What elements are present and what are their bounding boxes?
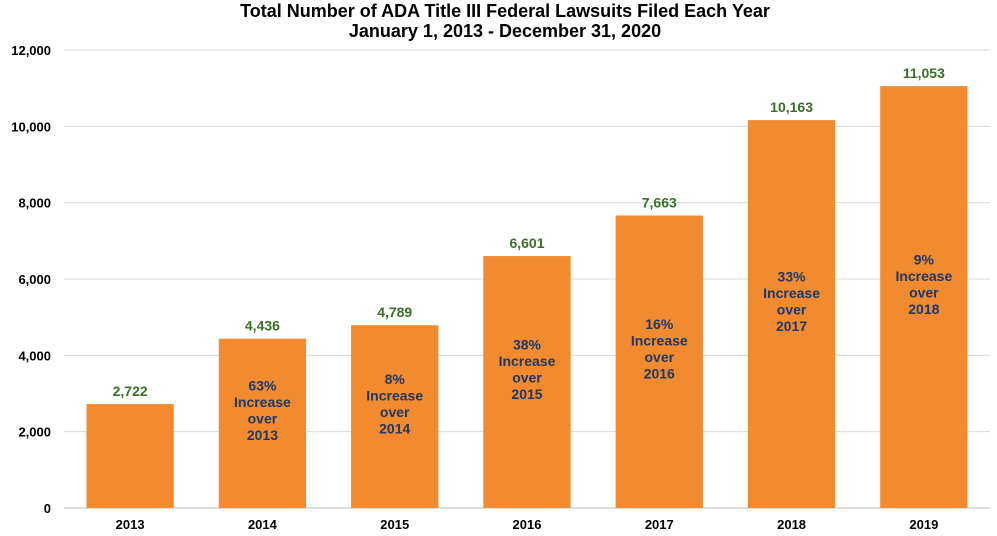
value-label-2019: 11,053 — [903, 65, 945, 81]
x-tick-label-2016: 2016 — [513, 517, 542, 532]
value-label-2016: 6,601 — [509, 235, 544, 251]
annotation-line: 16% — [645, 316, 674, 332]
x-tick-label-2018: 2018 — [777, 517, 806, 532]
annotation-line: over — [380, 404, 410, 420]
y-tick-label: 6,000 — [18, 272, 51, 287]
y-tick-label: 12,000 — [11, 43, 51, 58]
annotation-2018: 33% Increase over 2017 — [763, 268, 820, 334]
annotation-line: over — [777, 301, 807, 317]
bar-2016 — [483, 256, 571, 508]
annotation-2016: 38% Increase over 2015 — [499, 336, 556, 402]
y-tick-label: 0 — [44, 501, 51, 516]
annotation-2019: 9% Increase over 2018 — [895, 251, 952, 317]
chart-title: Total Number of ADA Title III Federal La… — [240, 1, 770, 21]
annotation-line: over — [909, 284, 939, 300]
annotation-line: 2017 — [776, 318, 807, 334]
y-tick-label: 2,000 — [18, 425, 51, 440]
annotation-line: Increase — [366, 387, 423, 403]
x-tick-label-2013: 2013 — [116, 517, 145, 532]
value-label-2014: 4,436 — [245, 318, 280, 334]
annotation-line: Increase — [895, 268, 952, 284]
annotation-line: Increase — [499, 353, 556, 369]
annotation-2015: 8% Increase over 2014 — [366, 371, 423, 437]
x-tick-label-2017: 2017 — [645, 517, 674, 532]
annotation-line: 38% — [513, 336, 542, 352]
annotation-line: 63% — [248, 378, 277, 394]
annotation-line: 33% — [778, 268, 807, 284]
annotation-line: 8% — [385, 371, 406, 387]
y-tick-label: 8,000 — [18, 196, 51, 211]
annotation-2014: 63% Increase over 2013 — [234, 378, 291, 444]
annotation-line: over — [644, 349, 674, 365]
bar-2013 — [86, 404, 174, 508]
annotation-line: Increase — [763, 285, 820, 301]
bar-2017 — [615, 215, 703, 508]
y-tick-label: 4,000 — [18, 348, 51, 363]
annotation-line: 2018 — [908, 301, 939, 317]
value-label-2017: 7,663 — [642, 195, 677, 211]
x-axis-ticks: 2013 2014 2015 2016 2017 2018 2019 — [116, 517, 939, 532]
y-axis-ticks: 0 2,000 4,000 6,000 8,000 10,000 12,000 — [11, 43, 51, 516]
value-label-2013: 2,722 — [113, 383, 148, 399]
annotation-2017: 16% Increase over 2016 — [631, 316, 688, 382]
y-tick-label: 10,000 — [11, 119, 51, 134]
annotation-line: 2014 — [379, 420, 410, 436]
bar-2015 — [351, 325, 439, 508]
annotation-line: Increase — [631, 333, 688, 349]
annotation-line: over — [248, 411, 278, 427]
annotation-line: 2016 — [644, 366, 675, 382]
value-label-2018: 10,163 — [770, 99, 813, 115]
bar-2014 — [218, 338, 307, 508]
x-tick-label-2014: 2014 — [248, 517, 278, 532]
annotation-line: 2015 — [511, 386, 542, 402]
annotation-line: Increase — [234, 394, 291, 410]
x-tick-label-2015: 2015 — [380, 517, 409, 532]
x-tick-label-2019: 2019 — [909, 517, 938, 532]
annotation-line: 9% — [914, 251, 935, 267]
bar-2018 — [747, 120, 836, 508]
chart-subtitle: January 1, 2013 - December 31, 2020 — [349, 21, 661, 41]
annotation-line: over — [512, 369, 542, 385]
bar-2019 — [880, 86, 968, 509]
annotation-line: 2013 — [247, 427, 278, 443]
value-label-2015: 4,789 — [377, 304, 412, 320]
